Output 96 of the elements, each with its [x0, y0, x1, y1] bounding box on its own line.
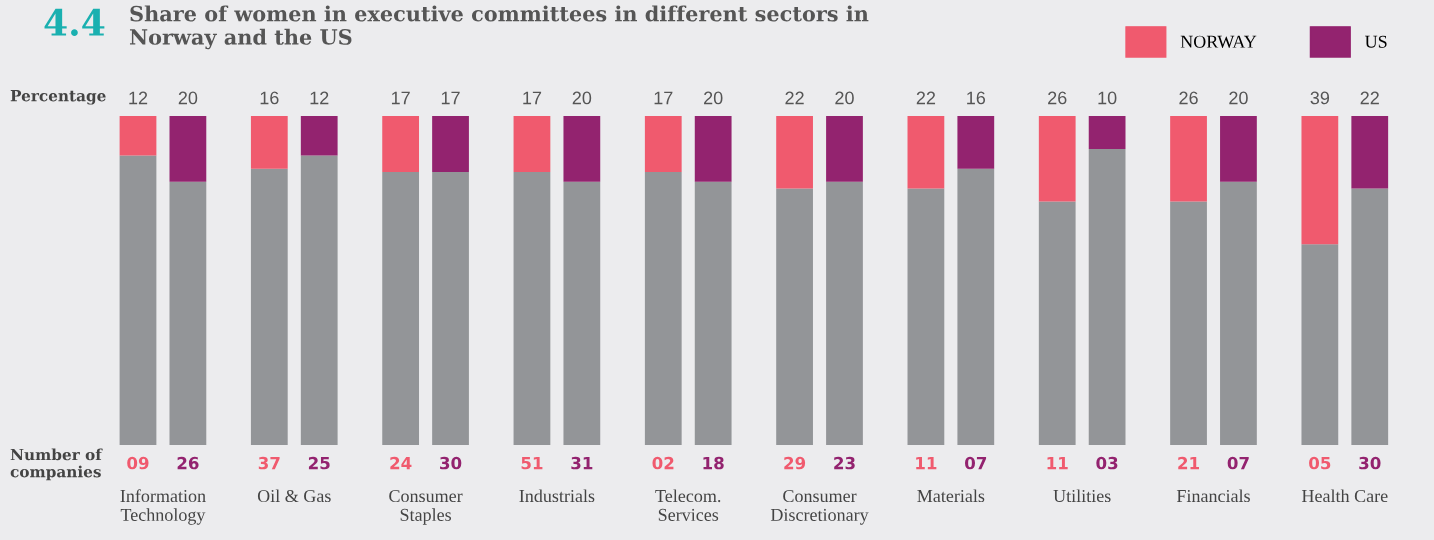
data-label: 26 — [1179, 91, 1198, 105]
bar — [432, 116, 469, 173]
data-label: 22 — [1360, 91, 1379, 105]
bar — [513, 116, 551, 173]
data-label: 10 — [1098, 91, 1117, 105]
text: 11 — [1047, 456, 1068, 470]
text: 29 — [784, 456, 806, 470]
bar — [119, 116, 157, 156]
bar — [563, 181, 601, 445]
legend-label: US — [1365, 35, 1387, 48]
text: 25 — [308, 456, 330, 470]
bar — [776, 116, 813, 189]
bar — [563, 116, 601, 182]
x-tick-label: Materials — [917, 489, 985, 503]
data-label: 20 — [704, 91, 723, 105]
text: 23 — [834, 456, 855, 470]
bar — [694, 116, 732, 182]
text: 51 — [521, 456, 543, 470]
data-label: 20 — [572, 91, 592, 105]
bar — [1351, 188, 1389, 445]
x-tick-label: Utilities — [1053, 489, 1111, 503]
text: 4.4 — [44, 8, 105, 37]
text: 26 — [177, 456, 199, 470]
data-label: 20 — [178, 91, 198, 105]
data-label: 17 — [654, 91, 673, 105]
bar — [1088, 148, 1126, 445]
bar — [644, 172, 682, 445]
data-label: 17 — [523, 91, 542, 105]
chart-title: Share of women in executive committees in different sectors in Norway and the US — [129, 5, 869, 50]
data-label: 17 — [391, 91, 410, 105]
bar — [1170, 201, 1207, 445]
bar — [300, 155, 338, 445]
text: 21 — [1178, 456, 1199, 470]
data-label: 39 — [1310, 91, 1330, 105]
bar — [826, 181, 863, 445]
text: 03 — [1096, 456, 1118, 470]
bar — [907, 188, 945, 445]
bar — [957, 168, 995, 445]
bar — [644, 116, 682, 173]
bar — [1301, 116, 1339, 245]
data-label: 12 — [129, 91, 148, 105]
bar — [382, 172, 420, 445]
bar — [382, 116, 420, 173]
data-label: 26 — [1048, 91, 1067, 105]
bar — [513, 172, 551, 445]
bar — [907, 116, 945, 189]
text: 09 — [127, 456, 149, 470]
bar — [1038, 201, 1076, 445]
x-tick-label: Financials — [1176, 489, 1250, 503]
text: 30 — [1359, 456, 1381, 470]
x-tick-label: Industrials — [519, 489, 595, 503]
x-tick-label: Telecom. Services — [655, 489, 721, 521]
bar — [1220, 116, 1257, 182]
bar — [776, 188, 813, 445]
data-label: 16 — [967, 91, 986, 105]
bar — [957, 116, 995, 169]
bar — [432, 172, 469, 445]
data-label: 22 — [785, 91, 804, 105]
bar — [1170, 116, 1207, 202]
bar — [250, 168, 288, 445]
text: 07 — [965, 456, 987, 470]
bar — [826, 116, 863, 182]
text: 37 — [258, 456, 280, 470]
x-tick-label: Consumer Staples — [389, 489, 463, 525]
text: 11 — [916, 456, 937, 470]
bar — [300, 116, 338, 156]
bar — [169, 181, 207, 445]
bar — [119, 155, 157, 445]
bar — [1301, 244, 1339, 445]
data-label: 16 — [260, 91, 279, 105]
text: 24 — [390, 456, 412, 470]
text: Number of companies — [10, 448, 103, 481]
data-label: 20 — [1229, 91, 1248, 105]
text: 02 — [652, 456, 674, 470]
bar — [169, 116, 207, 182]
text: 30 — [440, 456, 462, 470]
bar — [1088, 116, 1126, 149]
data-label: 20 — [835, 91, 854, 105]
text: Percentage — [10, 90, 106, 105]
data-label: 12 — [310, 91, 329, 105]
bar — [1038, 116, 1076, 202]
text: 05 — [1309, 456, 1331, 470]
text: 31 — [571, 456, 593, 470]
bar — [694, 181, 732, 445]
bar — [250, 116, 288, 169]
bar — [1351, 116, 1389, 189]
x-tick-label: Oil & Gas — [257, 489, 331, 503]
x-tick-label: Consumer Discretionary — [770, 489, 869, 525]
x-tick-label: Health Care — [1301, 489, 1388, 503]
data-label: 22 — [916, 91, 936, 105]
data-label: 17 — [441, 91, 460, 105]
text: 18 — [703, 456, 724, 470]
text: 07 — [1227, 456, 1249, 470]
legend-label: NORWAY — [1180, 35, 1257, 48]
bar — [1220, 181, 1257, 445]
x-tick-label: Information Technology — [120, 489, 206, 525]
